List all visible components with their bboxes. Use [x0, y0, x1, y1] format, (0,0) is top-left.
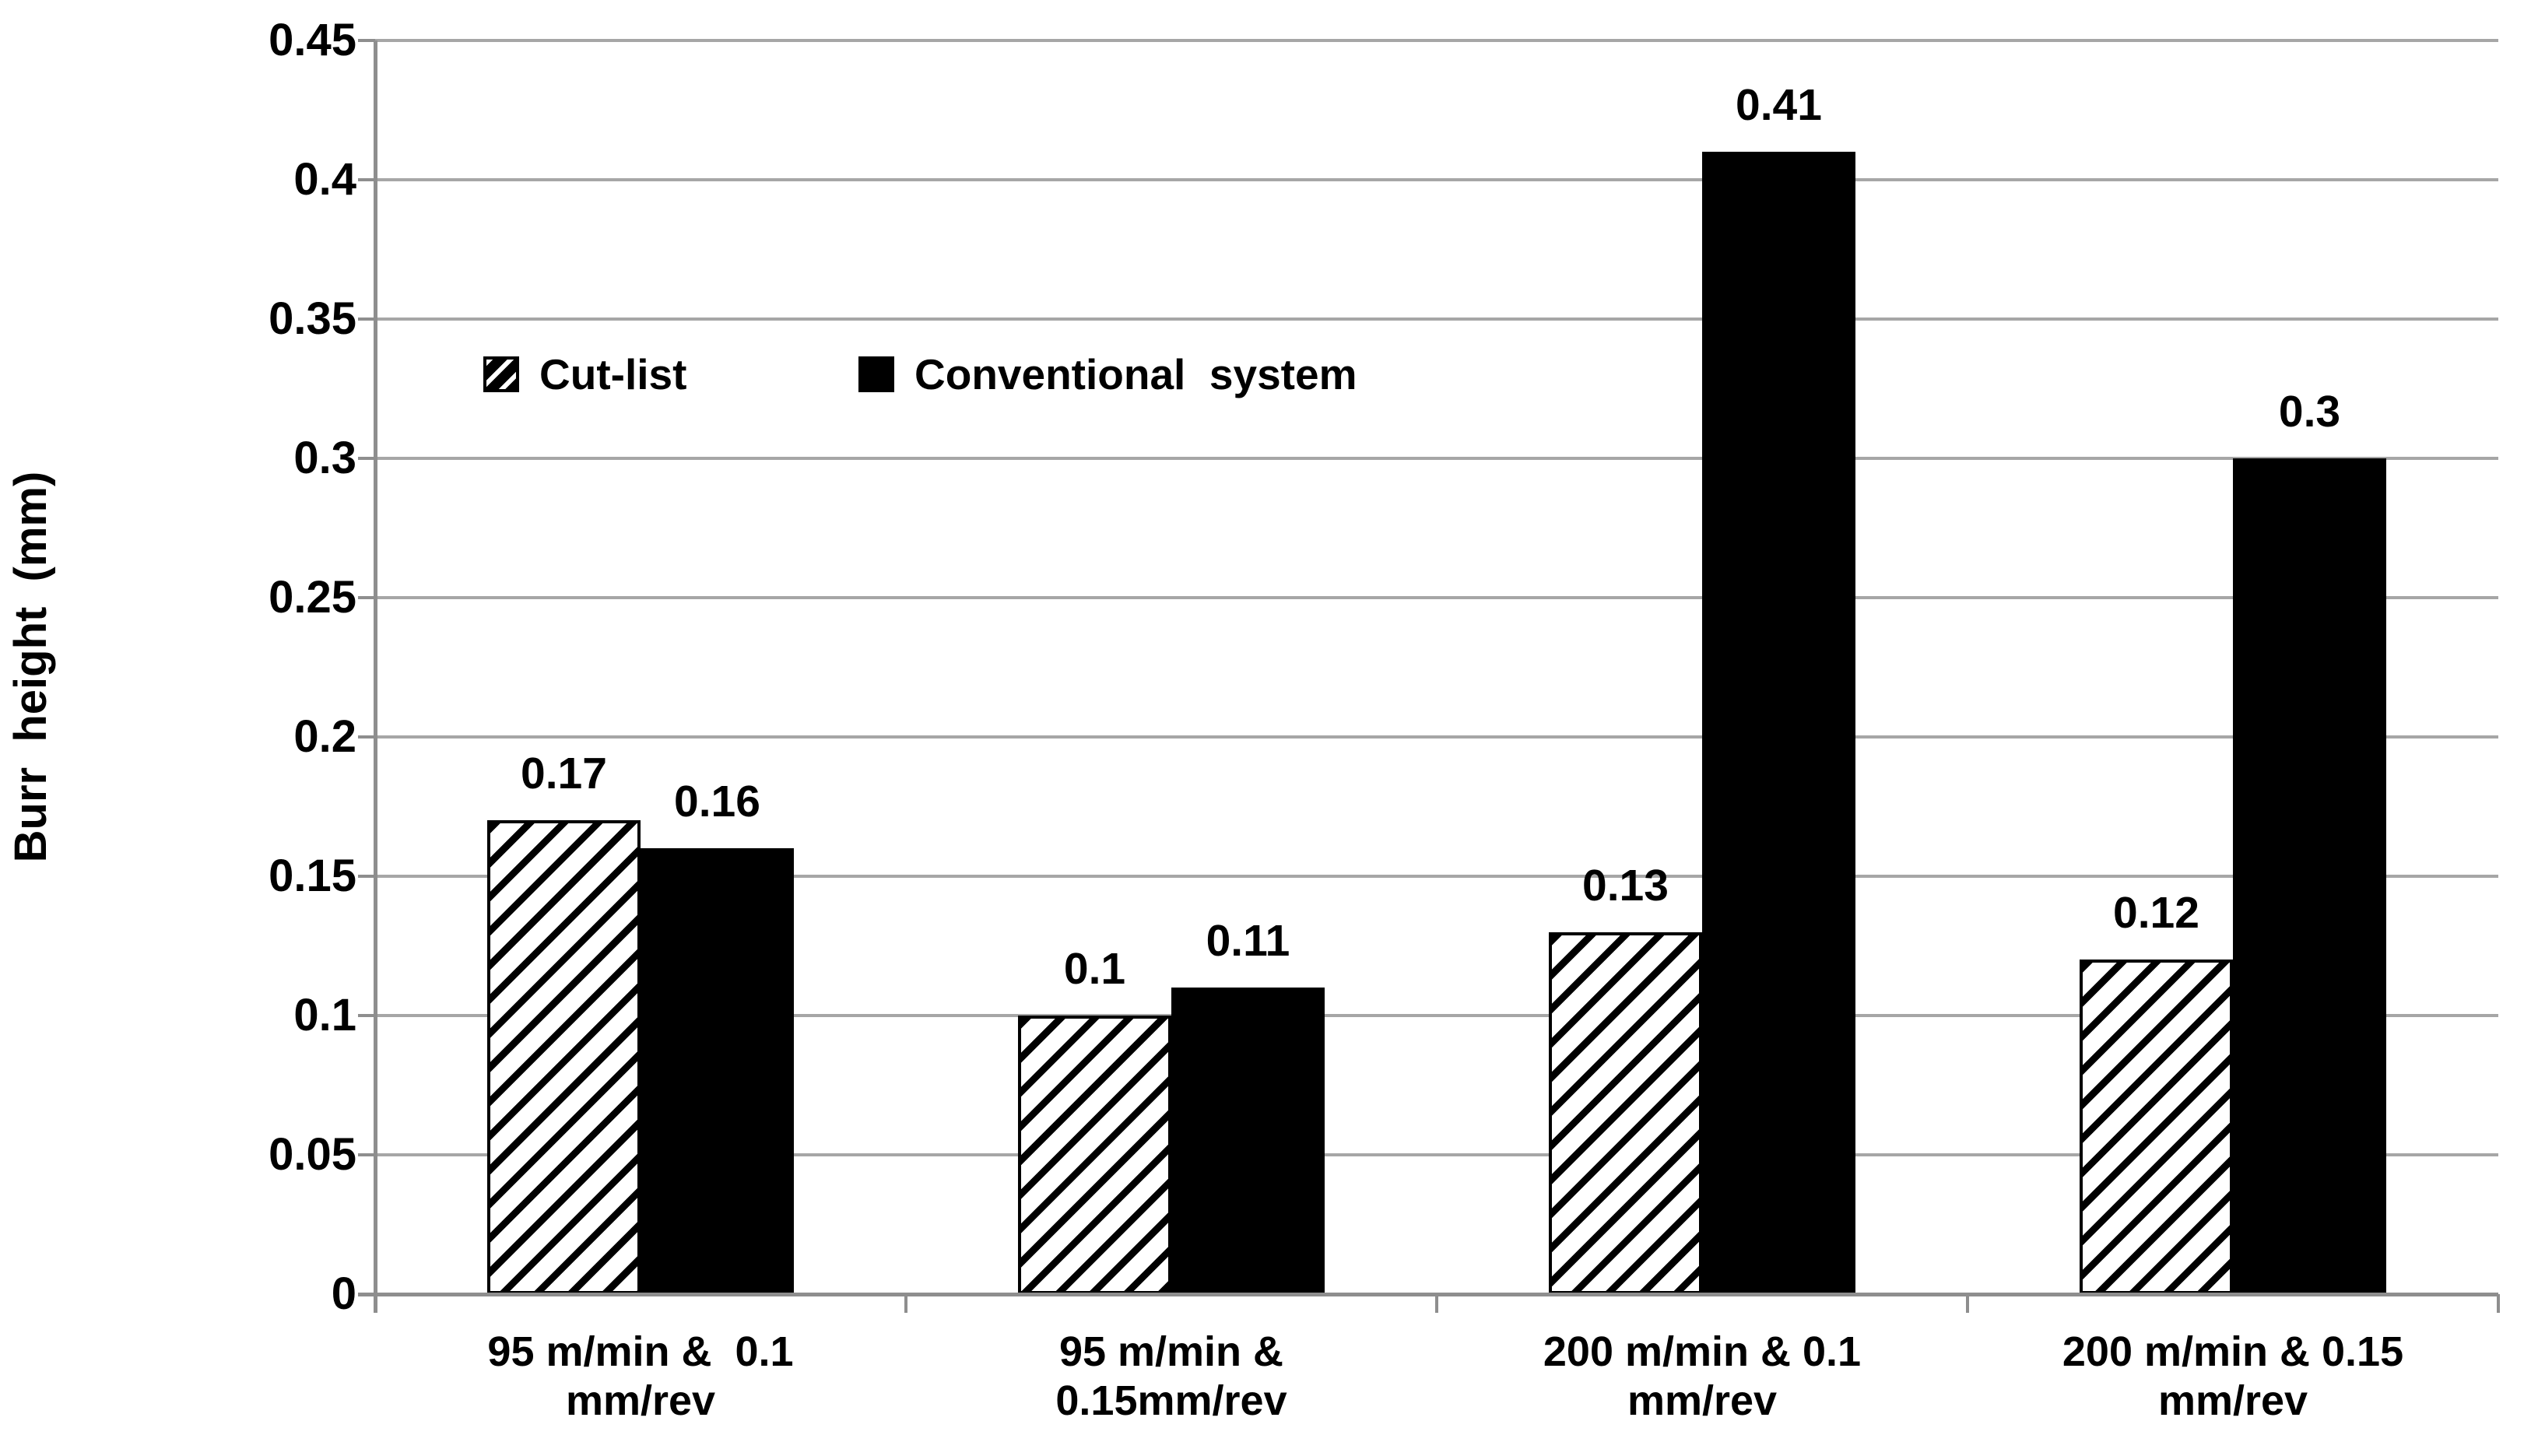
- x-axis: [358, 1293, 2498, 1296]
- y-tick-label: 0.2: [293, 711, 356, 762]
- y-tick-label: 0.3: [293, 433, 356, 483]
- bar-value-label: 0.3: [2278, 387, 2341, 437]
- gridline: [375, 1014, 2498, 1017]
- x-axis-tick: [2497, 1294, 2500, 1313]
- legend-item-conventional: Conventional system: [858, 353, 1357, 396]
- x-axis-tick: [1966, 1294, 1969, 1313]
- y-axis: [374, 40, 377, 1313]
- y-axis-tick: [358, 875, 375, 878]
- x-tick-label: 95 m/min & 0.1 mm/rev: [487, 1328, 794, 1424]
- bar-value-label: 0.41: [1736, 80, 1822, 131]
- y-tick-label: 0.15: [269, 851, 356, 901]
- gridline: [375, 178, 2498, 181]
- bar-value-label: 0.1: [1063, 944, 1126, 994]
- y-tick-label: 0: [331, 1268, 356, 1319]
- y-tick-label: 0.1: [293, 990, 356, 1040]
- bar-cutlist: [487, 820, 641, 1294]
- legend-label-conventional: Conventional system: [914, 350, 1357, 398]
- bar-value-label: 0.13: [1582, 860, 1669, 910]
- x-axis-tick: [1435, 1294, 1438, 1313]
- bar-cutlist: [1549, 931, 1702, 1294]
- gridline: [375, 318, 2498, 321]
- bar-conventional: [641, 848, 794, 1294]
- y-tick-label: 0.35: [269, 293, 356, 344]
- legend-marker-cutlist-icon: [483, 356, 519, 392]
- gridline: [375, 39, 2498, 42]
- y-axis-tick: [358, 457, 375, 460]
- bar-conventional: [1702, 152, 1855, 1294]
- y-axis-title: Burr height (mm): [5, 471, 56, 863]
- y-axis-tick: [358, 39, 375, 42]
- gridline: [375, 596, 2498, 599]
- x-axis-tick: [374, 1294, 377, 1313]
- bar-cutlist: [1018, 1016, 1171, 1294]
- y-tick-label: 0.4: [293, 154, 356, 205]
- legend-label-cutlist: Cut-list: [539, 350, 687, 398]
- gridline: [375, 457, 2498, 460]
- gridline: [375, 875, 2498, 878]
- gridline: [375, 735, 2498, 739]
- x-tick-label: 200 m/min & 0.1 mm/rev: [1543, 1328, 1862, 1424]
- bar-value-label: 0.16: [674, 777, 760, 827]
- x-axis-tick: [904, 1294, 907, 1313]
- bar-value-label: 0.17: [521, 749, 607, 799]
- bar-value-label: 0.12: [2113, 888, 2199, 939]
- y-axis-tick: [358, 596, 375, 599]
- bar-cutlist: [2080, 960, 2233, 1294]
- y-tick-label: 0.45: [269, 15, 356, 65]
- x-tick-label: 95 m/min & 0.15mm/rev: [1055, 1328, 1287, 1424]
- y-tick-label: 0.05: [269, 1129, 356, 1180]
- y-axis-tick: [358, 318, 375, 321]
- y-tick-label: 0.25: [269, 572, 356, 623]
- bar-value-label: 0.11: [1206, 916, 1290, 967]
- y-axis-tick: [358, 1014, 375, 1017]
- y-axis-tick: [358, 1153, 375, 1156]
- gridline: [375, 1153, 2498, 1156]
- y-axis-tick: [358, 735, 375, 739]
- bar-conventional: [2233, 458, 2386, 1294]
- x-tick-label: 200 m/min & 0.15 mm/rev: [2062, 1328, 2404, 1424]
- legend-marker-conventional-icon: [858, 356, 894, 392]
- legend-item-cutlist: Cut-list: [483, 353, 686, 396]
- bar-conventional: [1171, 988, 1325, 1294]
- y-axis-tick: [358, 178, 375, 181]
